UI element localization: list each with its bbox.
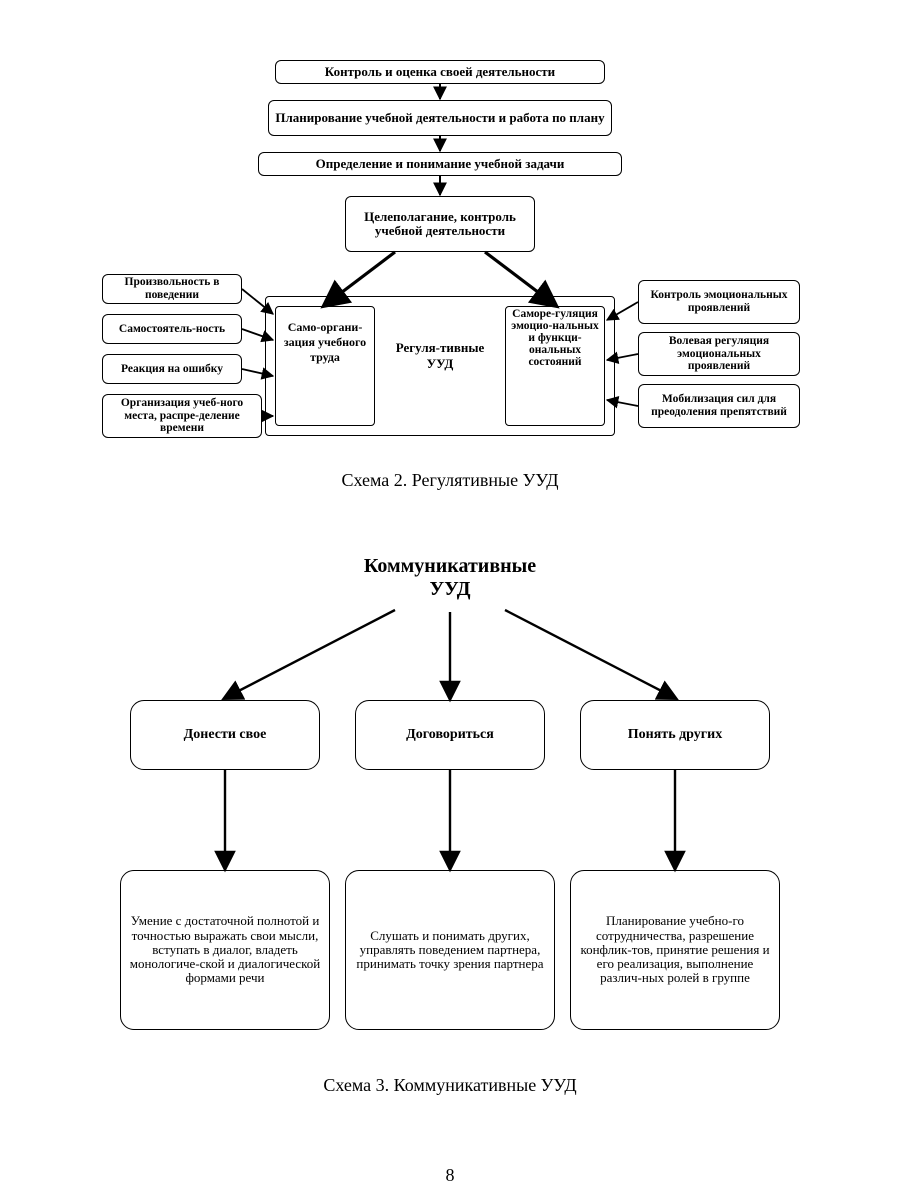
d2-title: Коммуникативные УУД — [0, 555, 900, 601]
d1-box-l2: Самостоятель-ность — [102, 314, 242, 344]
page: Контроль и оценка своей деятельности Пла… — [0, 0, 900, 1200]
d1-caption: Схема 2. Регулятивные УУД — [0, 470, 900, 491]
d1-box-r2: Волевая регуляция эмоциональных проявлен… — [638, 332, 800, 376]
d1-box-n2: Планирование учебной деятельности и рабо… — [268, 100, 612, 136]
d1-box-l3: Реакция на ошибку — [102, 354, 242, 384]
page-number: 8 — [0, 1165, 900, 1186]
d2-detail-2: Планирование учебно-го сотрудничества, р… — [570, 870, 780, 1030]
d1-n1-text: Контроль и оценка своей деятельности — [325, 65, 555, 79]
d1-box-n3: Определение и понимание учебной задачи — [258, 152, 622, 176]
d1-inner-left-label: Само-органи-зация учебного труда — [277, 320, 373, 365]
d1-box-n1: Контроль и оценка своей деятельности — [275, 60, 605, 84]
d1-box-l4: Организация учеб-ного места, распре-деле… — [102, 394, 262, 438]
d1-box-n4: Целеполагание, контроль учебной деятельн… — [345, 196, 535, 252]
d1-n2-text: Планирование учебной деятельности и рабо… — [275, 111, 604, 125]
d2-mid-1: Договориться — [355, 700, 545, 770]
d1-box-l1: Произвольность в поведении — [102, 274, 242, 304]
d1-box-r3: Мобилизация сил для преодоления препятст… — [638, 384, 800, 428]
d1-n4-text: Целеполагание, контроль учебной деятельн… — [352, 210, 528, 239]
d2-caption: Схема 3. Коммуникативные УУД — [0, 1075, 900, 1096]
d2-mid-0: Донести свое — [130, 700, 320, 770]
d2-detail-0: Умение с достаточной полнотой и точность… — [120, 870, 330, 1030]
d1-inner-center-label: Регуля-тивные УУД — [385, 340, 495, 372]
d1-box-r1: Контроль эмоциональных проявлений — [638, 280, 800, 324]
d2-mid-2: Понять других — [580, 700, 770, 770]
d2-detail-1: Слушать и понимать других, управлять пов… — [345, 870, 555, 1030]
d1-n3-text: Определение и понимание учебной задачи — [316, 157, 565, 171]
d1-inner-right-label: Саморе-гуляция эмоцио-нальных и функци-о… — [507, 308, 603, 368]
